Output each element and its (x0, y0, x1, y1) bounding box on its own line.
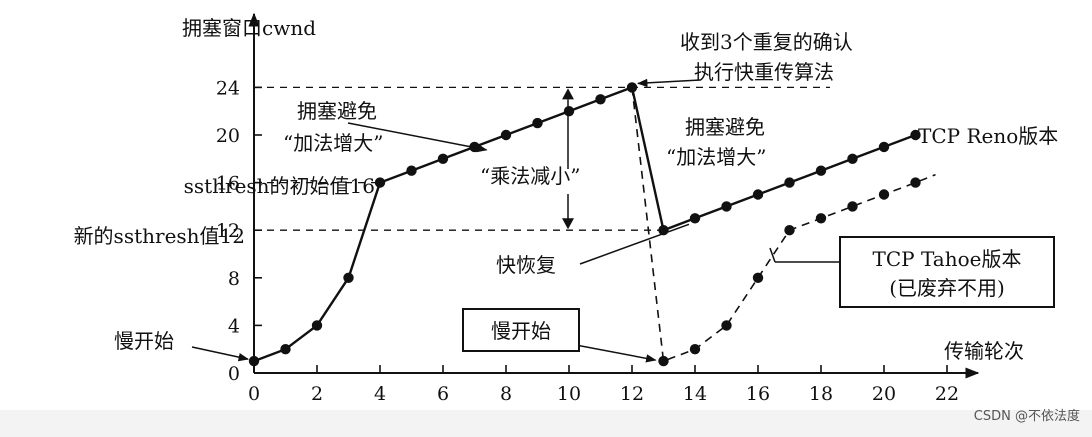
mult-decrease-arrowhead-up (562, 88, 574, 100)
reno-point (878, 141, 890, 153)
y-axis-label: 拥塞窗口cwnd (182, 16, 316, 40)
reno-point (847, 153, 858, 164)
tahoe-point (689, 344, 701, 355)
reno-point (689, 213, 701, 224)
reno-point (721, 201, 732, 212)
x-tick-label: 12 (620, 383, 644, 405)
tahoe-label-box (839, 236, 1055, 308)
y-tick-label: 16 (216, 173, 240, 195)
reno-point (815, 165, 827, 176)
x-tick-label: 20 (872, 383, 896, 405)
x-tick-label: 6 (437, 383, 449, 405)
x-tick-label: 22 (935, 383, 959, 405)
slow-start-arrow (191, 346, 250, 362)
reno-point (311, 320, 323, 331)
y-tick-label: 4 (228, 315, 240, 337)
tahoe-point (752, 272, 764, 283)
reno-point (374, 177, 386, 188)
reno-point (406, 165, 417, 176)
ca-left-label-1: 拥塞避免 (297, 99, 377, 123)
reno-point (752, 189, 764, 200)
tahoe-point (910, 177, 921, 188)
reference-lines (254, 86, 830, 231)
ca-right-label-2: “加法增大” (666, 145, 766, 169)
reno-line (253, 85, 916, 363)
x-tick-label: 4 (374, 383, 386, 405)
reno-point (343, 272, 354, 283)
x-axis-label: 传输轮次 (944, 339, 1024, 363)
ca-left-arrow (347, 122, 488, 153)
reno-point (595, 94, 606, 105)
y-tick-label: 24 (216, 77, 240, 99)
ref-label-new-ssthresh: 新的ssthresh值12 (74, 224, 245, 248)
tahoe-point (815, 213, 827, 224)
x-tick-label: 18 (809, 383, 833, 405)
ca-right-label-1: 拥塞避免 (685, 115, 765, 139)
triple-dup-label-2: 执行快重传算法 (694, 60, 834, 84)
x-tick-label: 8 (500, 383, 512, 405)
triple-dup-label-1: 收到3个重复的确认 (680, 30, 853, 54)
tahoe-point (658, 355, 669, 367)
reno-point (910, 129, 921, 141)
reno-point (532, 117, 543, 129)
y-tick-label: 0 (228, 363, 240, 385)
tahoe-point (721, 320, 732, 331)
slow-start-box-label: 慢开始 (491, 319, 551, 343)
fast-recovery-label: 快恢复 (496, 253, 556, 277)
slow-start-label: 慢开始 (114, 329, 174, 353)
legend-tahoe: TCP Tahoe版本 (873, 247, 1022, 271)
reno-point (248, 355, 260, 367)
tahoe-point (784, 225, 795, 236)
series-layer (248, 82, 936, 367)
tahoe-box-pointer (769, 247, 776, 263)
legend-reno: TCP Reno版本 (918, 124, 1058, 148)
mult-decrease-arrowhead-down (562, 218, 574, 230)
multiplicative-decrease-label: “乘法减小” (480, 164, 580, 188)
watermark: CSDN @不依法度 (974, 408, 1080, 424)
y-tick-label: 12 (216, 220, 240, 242)
tahoe-point (847, 201, 858, 212)
x-tick-label: 10 (557, 383, 581, 405)
ca-left-label-2: “加法增大” (283, 131, 383, 155)
y-tick-label: 20 (216, 125, 240, 147)
y-tick-label: 8 (228, 268, 240, 290)
reno-point (280, 344, 291, 355)
x-tick-label: 14 (683, 383, 707, 405)
reno-point (500, 129, 512, 141)
triple-dup-arrow (636, 78, 701, 88)
reno-point (563, 106, 575, 117)
slow-start-box (462, 308, 580, 352)
annotations (191, 78, 840, 363)
reno-point (784, 177, 795, 188)
tahoe-point (878, 189, 890, 200)
fast-recovery-pointer (579, 223, 690, 265)
x-tick-label: 16 (746, 383, 770, 405)
reno-point (437, 153, 449, 164)
x-tick-label: 2 (311, 383, 323, 405)
x-tick-label: 0 (248, 383, 260, 405)
legend-tahoe-note: (已废弃不用) (889, 276, 1005, 300)
ref-label-initial-ssthresh: ssthresh的初始值16 (184, 174, 375, 198)
